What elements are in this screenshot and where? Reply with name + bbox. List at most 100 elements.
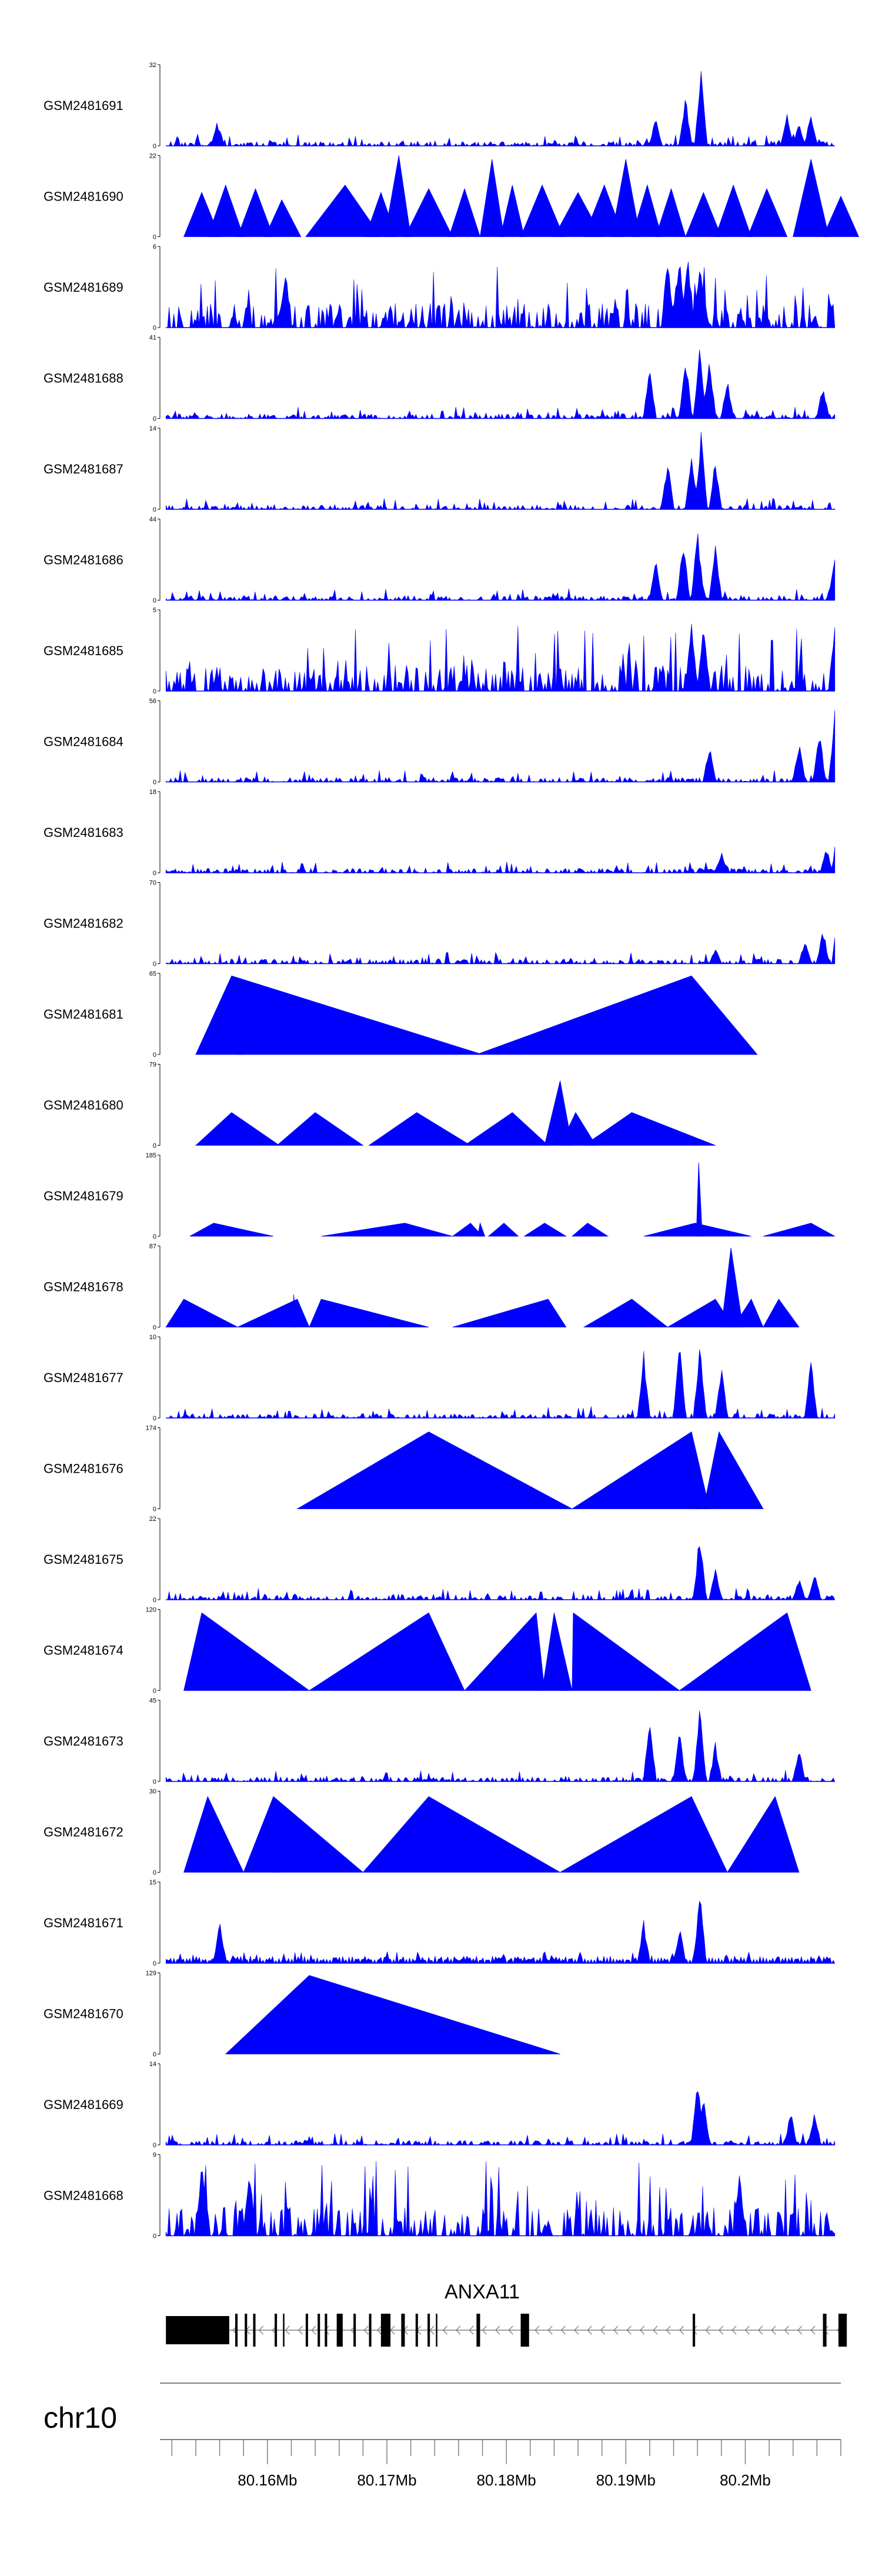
strand-arrow [574,2325,579,2335]
coverage-peak [655,188,686,237]
coverage-peak [195,975,483,1055]
axis-tick-label: 80.19Mb [596,2471,656,2489]
strand-arrow [613,2325,619,2335]
coverage-peak [464,1612,545,1691]
strand-arrow [258,2325,264,2335]
exon [318,2314,320,2347]
coverage-peak [703,1431,764,1509]
y-min-label: 0 [153,1143,156,1150]
strand-arrow [600,2325,606,2335]
strand-arrow [771,2325,776,2335]
y-min-label: 0 [153,506,156,513]
track-GSM2481688: GSM2481688 41 0 [44,335,836,423]
coverage-peak [207,184,244,237]
exon [401,2314,405,2347]
y-max-label: 129 [146,1970,156,1977]
y-max-label: 79 [149,1062,156,1069]
strand-arrow [508,2325,513,2335]
track-label: GSM2481671 [44,1916,123,1930]
track-label: GSM2481691 [44,98,123,113]
coverage-area [165,1710,836,1783]
y-max-label: 174 [146,1425,156,1432]
coverage-peak [476,975,758,1055]
y-min-label: 0 [153,1870,156,1877]
y-min-label: 0 [153,416,156,423]
strand-arrow [757,2325,763,2335]
y-max-label: 45 [149,1697,156,1704]
strand-arrow [285,2325,290,2335]
track-GSM2481685: GSM2481685 5 0 [44,607,836,695]
coverage-peak [583,184,624,237]
strand-arrow [810,2325,816,2335]
y-min-label: 0 [153,1506,156,1513]
coverage-peak [273,1828,280,1873]
y-min-label: 0 [153,143,156,150]
axis-tick-label: 80.2Mb [720,2471,771,2489]
coverage-area [165,2161,836,2237]
coverage-area [165,623,836,692]
track-label: GSM2481674 [44,1643,123,1658]
coverage-area [165,1900,836,1964]
strand-arrow [442,2325,447,2335]
coverage-peak [183,1612,310,1691]
axis-ticks: 80.16Mb 80.17Mb 80.18Mb 80.19Mb 80.2Mb [171,2440,841,2489]
axis-tick-label: 80.18Mb [477,2471,536,2489]
y-max-label: 10 [149,1334,156,1341]
coverage-peak [225,1975,560,2054]
coverage-peak [404,188,453,237]
strand-arrow [495,2325,500,2335]
track-label: GSM2481680 [44,1098,123,1113]
coverage-peak [362,1796,562,1873]
track-GSM2481681: GSM2481681 65 0 [44,970,758,1059]
exon [415,2314,418,2347]
y-max-label: 70 [149,880,156,887]
axis-tick-label: 80.16Mb [238,2471,297,2489]
coverage-peak [542,1613,573,1691]
coverage-peak [276,1112,364,1146]
coverage-peak [309,1299,429,1327]
y-min-label: 0 [153,1324,156,1332]
strand-arrow [482,2325,487,2335]
gene-track: ANXA11 [166,2281,847,2347]
coverage-peak [384,155,412,237]
coverage-peak [571,1431,710,1509]
y-max-label: 22 [149,1516,156,1523]
coverage-peak [560,1663,569,1691]
coverage-area [165,432,836,510]
coverage-area [165,846,836,874]
exon [353,2314,356,2347]
exon [369,2314,372,2347]
coverage-peak [715,184,752,237]
gene-name-label: ANXA11 [445,2281,520,2303]
track-label: GSM2481678 [44,1280,123,1294]
coverage-peak [559,1796,728,1873]
coverage-peak [721,1247,743,1327]
coverage-peak [195,1112,280,1146]
track-GSM2481676: GSM2481676 174 0 [44,1425,764,1513]
track-label: GSM2481685 [44,643,123,658]
y-max-label: 185 [146,1152,156,1159]
coverage-peak [523,1223,567,1237]
strand-arrow [705,2325,710,2335]
coverage-peak [733,1299,764,1327]
exon [245,2314,248,2347]
strand-arrow [639,2325,645,2335]
track-GSM2481669: GSM2481669 14 0 [44,2061,836,2149]
track-label: GSM2481681 [44,1007,123,1022]
exon [436,2314,437,2347]
coverage-peak [189,1223,274,1237]
y-min-label: 0 [153,2142,156,2149]
strand-arrow [547,2325,553,2335]
coverage-area [165,933,836,965]
y-min-label: 0 [153,961,156,968]
track-GSM2481668: GSM2481668 9 0 [44,2152,836,2240]
strand-arrow [587,2325,592,2335]
coverage-peak [747,188,788,237]
strand-arrow [311,2325,316,2335]
coverage-peak [296,1432,573,1509]
coverage-peak [181,1299,187,1327]
track-label: GSM2481682 [44,916,123,931]
strand-arrow [744,2325,750,2335]
coverage-peak [694,1485,700,1509]
track-label: GSM2481672 [44,1825,123,1840]
